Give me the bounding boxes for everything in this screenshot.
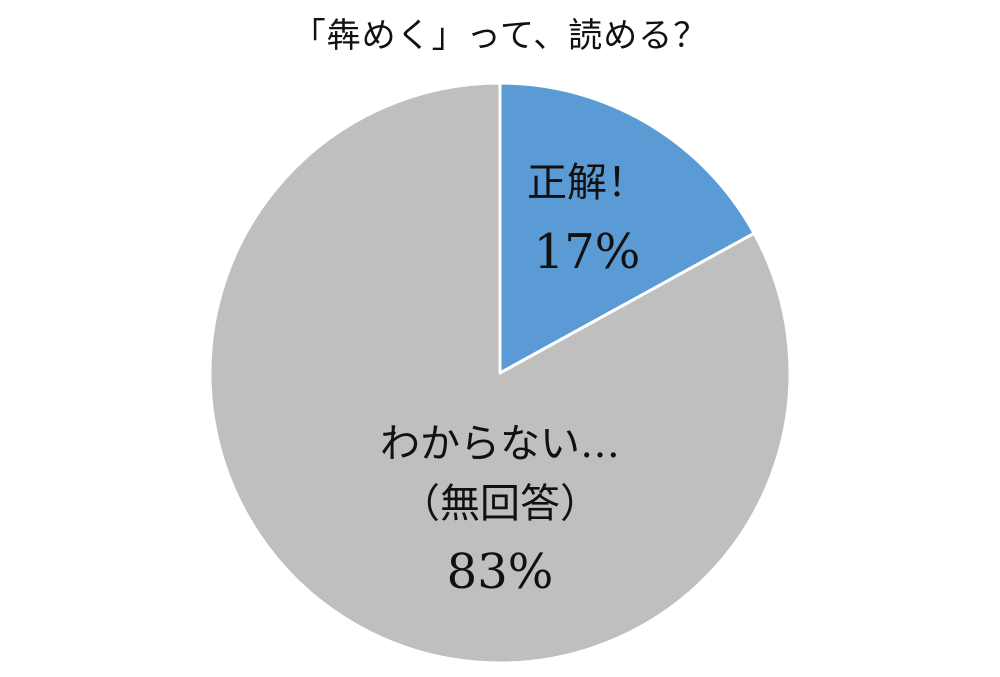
slice-label-2: わからない… [380,421,620,467]
pie-slices [208,81,792,665]
chart-title: 「犇めく」って、読める？ [291,16,709,56]
slice-label-1: 正解！ [527,160,647,206]
slice-sublabel-2: （無回答） [400,481,600,527]
pie-slice-2 [208,81,792,665]
pie-slice-1 [498,81,756,375]
pie-labels: 正解！ 17% わからない… （無回答） 83% [380,160,647,600]
slice-value-label-2: 83% [447,544,554,600]
slice-value-label-1: 17% [534,224,641,280]
